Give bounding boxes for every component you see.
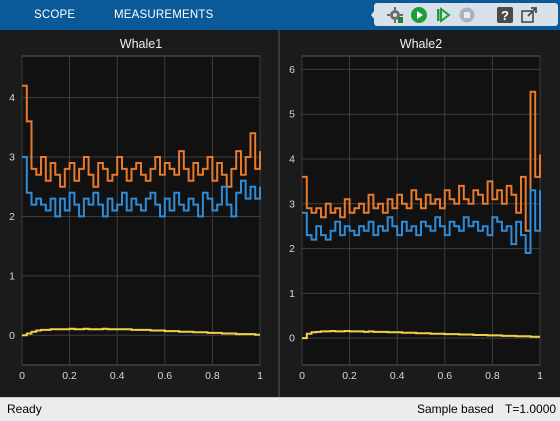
settings-icon[interactable] [384, 4, 406, 26]
x-tick-label: 0.6 [437, 370, 452, 382]
tab-measurements[interactable]: MEASUREMENTS [114, 9, 214, 21]
y-tick-label: 1 [9, 270, 15, 282]
y-tick-label: 2 [289, 243, 295, 255]
stop-icon[interactable] [456, 4, 478, 26]
x-tick-label: 0.8 [205, 370, 220, 382]
run-icon[interactable] [408, 4, 430, 26]
series-line-1 [22, 84, 261, 188]
x-tick-label: 0 [19, 370, 25, 382]
sim-time: T=1.0000 [505, 402, 557, 416]
toolstrip: SCOPE MEASUREMENTS [0, 0, 560, 30]
x-tick-label: 0.4 [390, 370, 405, 382]
y-tick-label: 3 [289, 198, 295, 210]
x-tick-label: 0.2 [62, 370, 77, 382]
whale2-chart[interactable]: Whale2 0 0.2 0.4 0.6 0.8 1 0 1 2 3 4 5 6 [280, 30, 560, 397]
help-icon[interactable]: ? [494, 4, 516, 26]
panel-divider[interactable] [278, 30, 280, 397]
y-tick-label: 4 [9, 92, 15, 104]
y-tick-label: 0 [289, 333, 295, 345]
y-tick-label: 1 [289, 288, 295, 300]
x-tick-label: 0.2 [342, 370, 357, 382]
series-line-2 [302, 189, 541, 254]
status-text: Ready [7, 402, 42, 416]
x-tick-label: 0.6 [157, 370, 172, 382]
series-line-3 [22, 327, 260, 337]
step-forward-icon[interactable] [432, 4, 454, 26]
x-tick-label: 1 [537, 370, 543, 382]
y-tick-label: 0 [9, 330, 15, 342]
x-tick-label: 0.4 [110, 370, 125, 382]
y-tick-label: 6 [289, 64, 295, 76]
chart-title: Whale2 [400, 37, 442, 51]
series-line-3 [302, 330, 540, 340]
x-tick-label: 0.8 [485, 370, 500, 382]
x-tick-label: 1 [257, 370, 263, 382]
y-tick-label: 4 [289, 154, 295, 166]
undock-icon[interactable] [518, 4, 540, 26]
y-tick-label: 3 [9, 152, 15, 164]
x-tick-label: 0 [299, 370, 305, 382]
y-tick-label: 2 [9, 211, 15, 223]
y-tick-label: 5 [289, 109, 295, 121]
plot-background [301, 55, 541, 366]
whale1-chart[interactable]: Whale1 0 0.2 0.4 0.6 0.8 1 0 1 2 3 4 [0, 30, 278, 397]
svg-text:?: ? [501, 8, 509, 23]
sampling-mode: Sample based [417, 402, 494, 416]
chart-title: Whale1 [120, 37, 162, 51]
status-bar: Ready Sample based T=1.0000 [0, 397, 560, 421]
tab-scope[interactable]: SCOPE [34, 9, 76, 21]
series-line-2 [22, 156, 261, 218]
series-line-1 [302, 90, 541, 232]
scope-display: Whale1 0 0.2 0.4 0.6 0.8 1 0 1 2 3 4 Whale2 0 0.2 0.… [0, 30, 560, 397]
